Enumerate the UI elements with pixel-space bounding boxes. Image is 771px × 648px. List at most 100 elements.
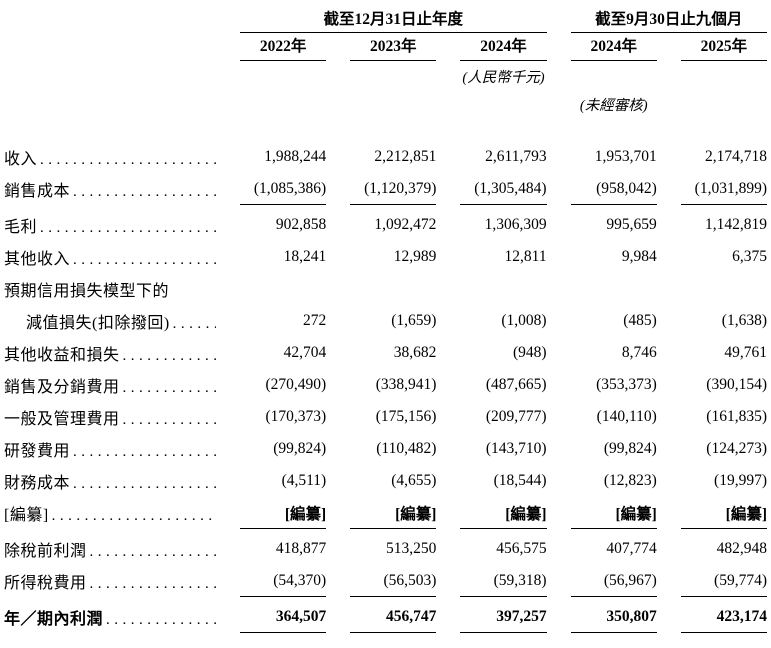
table-row: 研發費用 (99,824) (110,482) (143,710) (99,824) (1… [4,433,767,465]
cell-value: 456,747 [350,601,437,633]
cell-value: [編纂] [350,497,437,529]
row-label-text: [編纂] [4,507,49,524]
cell-value: (99,824) [273,440,327,457]
row-label: 銷售成本 [4,177,216,201]
row-label-text: 收入 [4,151,38,168]
dot-leader [123,380,216,397]
dot-leader [123,348,216,365]
cell-value: (4,511) [281,472,327,489]
cell-value: [編纂] [460,497,547,529]
cell-value: 1,306,309 [484,216,547,233]
cell-value: (140,110) [596,408,657,425]
row-label: 預期信用損失模型下的 [4,277,216,301]
table-row: 年／期內利潤 364,507 456,747 397,257 350,807 423,17… [4,601,767,633]
cell-value: [編纂] [680,497,767,529]
dot-leader [106,612,216,629]
cell-value: 2,212,851 [374,148,437,165]
cell-value [681,273,767,305]
row-label-text: 所得稅費用 [4,575,87,592]
cell-value [240,273,326,305]
cell-value: [編纂] [240,497,327,529]
dot-leader [40,220,216,237]
cell-value: 1,953,701 [594,148,657,165]
dot-leader [52,508,216,525]
cell-value: (948) [513,344,547,361]
cell-value: (209,777) [485,408,547,425]
cell-value: 18,241 [283,248,327,265]
unit-note: (人民幣千元) [462,70,545,86]
row-label-text: 財務成本 [4,475,71,492]
cell-value: (1,638) [721,312,767,329]
unaudited-note: (未經審核) [579,98,648,114]
cell-value: (1,008) [501,312,547,329]
cell-value: 423,174 [680,601,767,633]
cell-value [350,273,436,305]
col-group-annual: 截至12月31日止年度 [240,7,547,33]
header-body-gap [4,115,767,141]
cell-value: (390,154) [706,376,767,393]
table-row: 減值損失(扣除撥回) 272 (1,659) (1,008) (485) (1,638) [4,305,767,337]
cell-value: (99,824) [603,440,657,457]
table-row: 毛利 902,858 1,092,472 1,306,309 995,659 1,142,… [4,209,767,241]
cell-value: (143,710) [485,440,547,457]
row-label-text: 減值損失(扣除撥回) [26,315,170,332]
cell-value: (487,665) [485,376,547,393]
row-label-text: 其他收入 [4,251,71,268]
table-row: 銷售及分銷費用 (270,490) (338,941) (487,665) (353,3… [4,369,767,401]
cell-value: 1,092,472 [374,216,437,233]
table-row: 銷售成本 (1,085,386) (1,120,379) (1,305,484) (95… [4,173,767,205]
table-row: 一般及管理費用 (170,373) (175,156) (209,777) (140,1… [4,401,767,433]
cell-value: 2,174,718 [704,148,767,165]
cell-value: (110,482) [376,440,437,457]
cell-value: (1,659) [391,312,437,329]
cell-value: 42,704 [283,344,327,361]
cell-value: 8,746 [621,344,657,361]
cell-value: 350,807 [570,601,657,633]
cell-value: (59,318) [460,565,547,597]
row-label: 財務成本 [4,469,216,493]
table-row: 其他收入 18,241 12,989 12,811 9,984 6,375 [4,241,767,273]
row-label: 毛利 [4,213,216,237]
row-label: 收入 [4,145,216,169]
row-label-text: 年／期內利潤 [4,611,104,628]
cell-value: (59,774) [680,565,767,597]
table-row: 所得稅費用 (54,370) (56,503) (59,318) (56,967) (59… [4,565,767,597]
dot-leader [73,444,216,461]
dot-leader [40,152,216,169]
cell-value: [編纂] [570,497,657,529]
cell-value: 12,989 [393,248,437,265]
cell-value: (338,941) [375,376,437,393]
row-label-text: 其他收益和損失 [4,347,120,364]
row-label: 銷售及分銷費用 [4,373,216,397]
cell-value: 6,375 [732,248,767,265]
cell-value: 272 [302,312,327,329]
row-label-text: 銷售成本 [4,183,71,200]
cell-value: (170,373) [265,408,327,425]
cell-value: (270,490) [265,376,327,393]
cell-value: 902,858 [275,216,327,233]
cell-value: (4,655) [391,472,437,489]
cell-value: (1,085,386) [240,173,327,205]
cell-value: (124,273) [706,440,767,457]
table-row: [編纂] [編纂] [編纂] [編纂] [編纂] [編纂] [4,497,767,529]
cell-value: (175,156) [375,408,437,425]
cell-value: (1,031,899) [680,173,767,205]
cell-value: 12,811 [504,248,547,265]
dot-leader [173,316,216,333]
cell-value: (18,544) [493,472,547,489]
row-label: 所得稅費用 [4,569,216,593]
row-label-text: 毛利 [4,219,38,236]
table-row: 其他收益和損失 42,704 38,682 (948) 8,746 49,761 [4,337,767,369]
cell-value: 397,257 [460,601,547,633]
col-year-2024-interim: 2024年 [570,34,657,61]
table-unaudited-row: (未經審核) [4,87,767,115]
col-group-annual-label: 截至12月31日止年度 [323,11,464,28]
cell-value: 9,984 [621,248,657,265]
dot-leader [73,184,216,201]
table-header-groups: 截至12月31日止年度 截至9月30日止九個月 [4,5,767,33]
cell-value: (12,823) [603,472,657,489]
cell-value: 418,877 [275,540,327,557]
cell-value: 995,659 [606,216,657,233]
cell-value: (56,967) [570,565,657,597]
